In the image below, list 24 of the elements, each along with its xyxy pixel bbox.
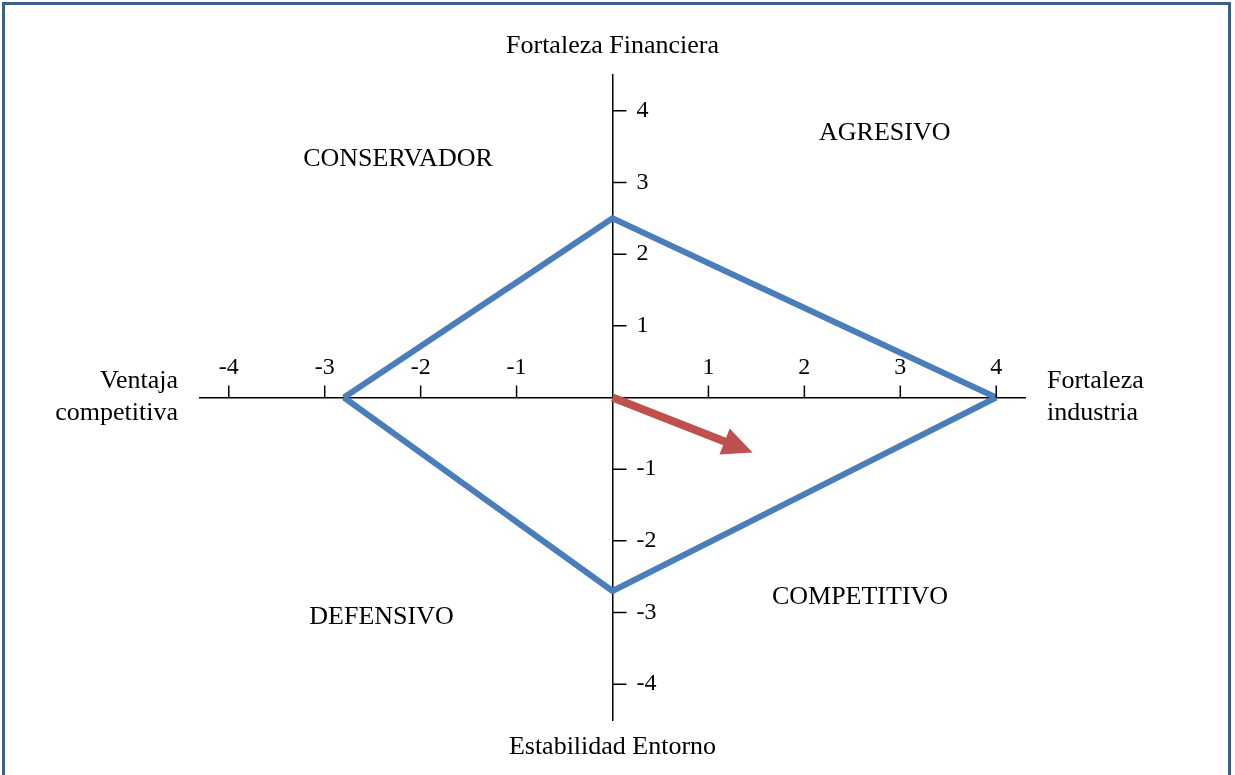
y-tick-label: -2 <box>636 526 657 553</box>
x-tick-label: 3 <box>894 352 907 379</box>
x-tick-label: 1 <box>702 352 715 379</box>
text: Ventaja competitiva <box>55 365 179 427</box>
x-tick-label: -3 <box>314 352 335 379</box>
y-tick-label: 4 <box>636 96 649 123</box>
annotation: DEFENSIVO <box>309 600 454 630</box>
annotation: COMPETITIVO <box>771 581 949 611</box>
x-axis-title: Fortaleza industria <box>1047 365 1145 427</box>
y-tick-label: -1 <box>636 454 657 481</box>
text: Estabilidad Entorno <box>508 730 717 760</box>
annotation: AGRESIVO <box>819 116 951 146</box>
y-tick-label: 1 <box>636 311 649 338</box>
annotation: CONSERVADOR <box>303 142 494 172</box>
x-tick-label: 2 <box>798 352 811 379</box>
y-tick-label: 3 <box>636 167 649 194</box>
y-tick-label: -3 <box>636 597 657 624</box>
x-tick-label: 4 <box>990 352 1003 379</box>
y-tick-label: -4 <box>636 669 657 696</box>
x-tick-label: -1 <box>506 352 527 379</box>
y-axis-title: Fortaleza Financiera <box>506 29 720 59</box>
x-tick-label: -2 <box>410 352 431 379</box>
x-tick-label: -4 <box>218 352 239 379</box>
y-tick-label: 2 <box>636 239 649 266</box>
